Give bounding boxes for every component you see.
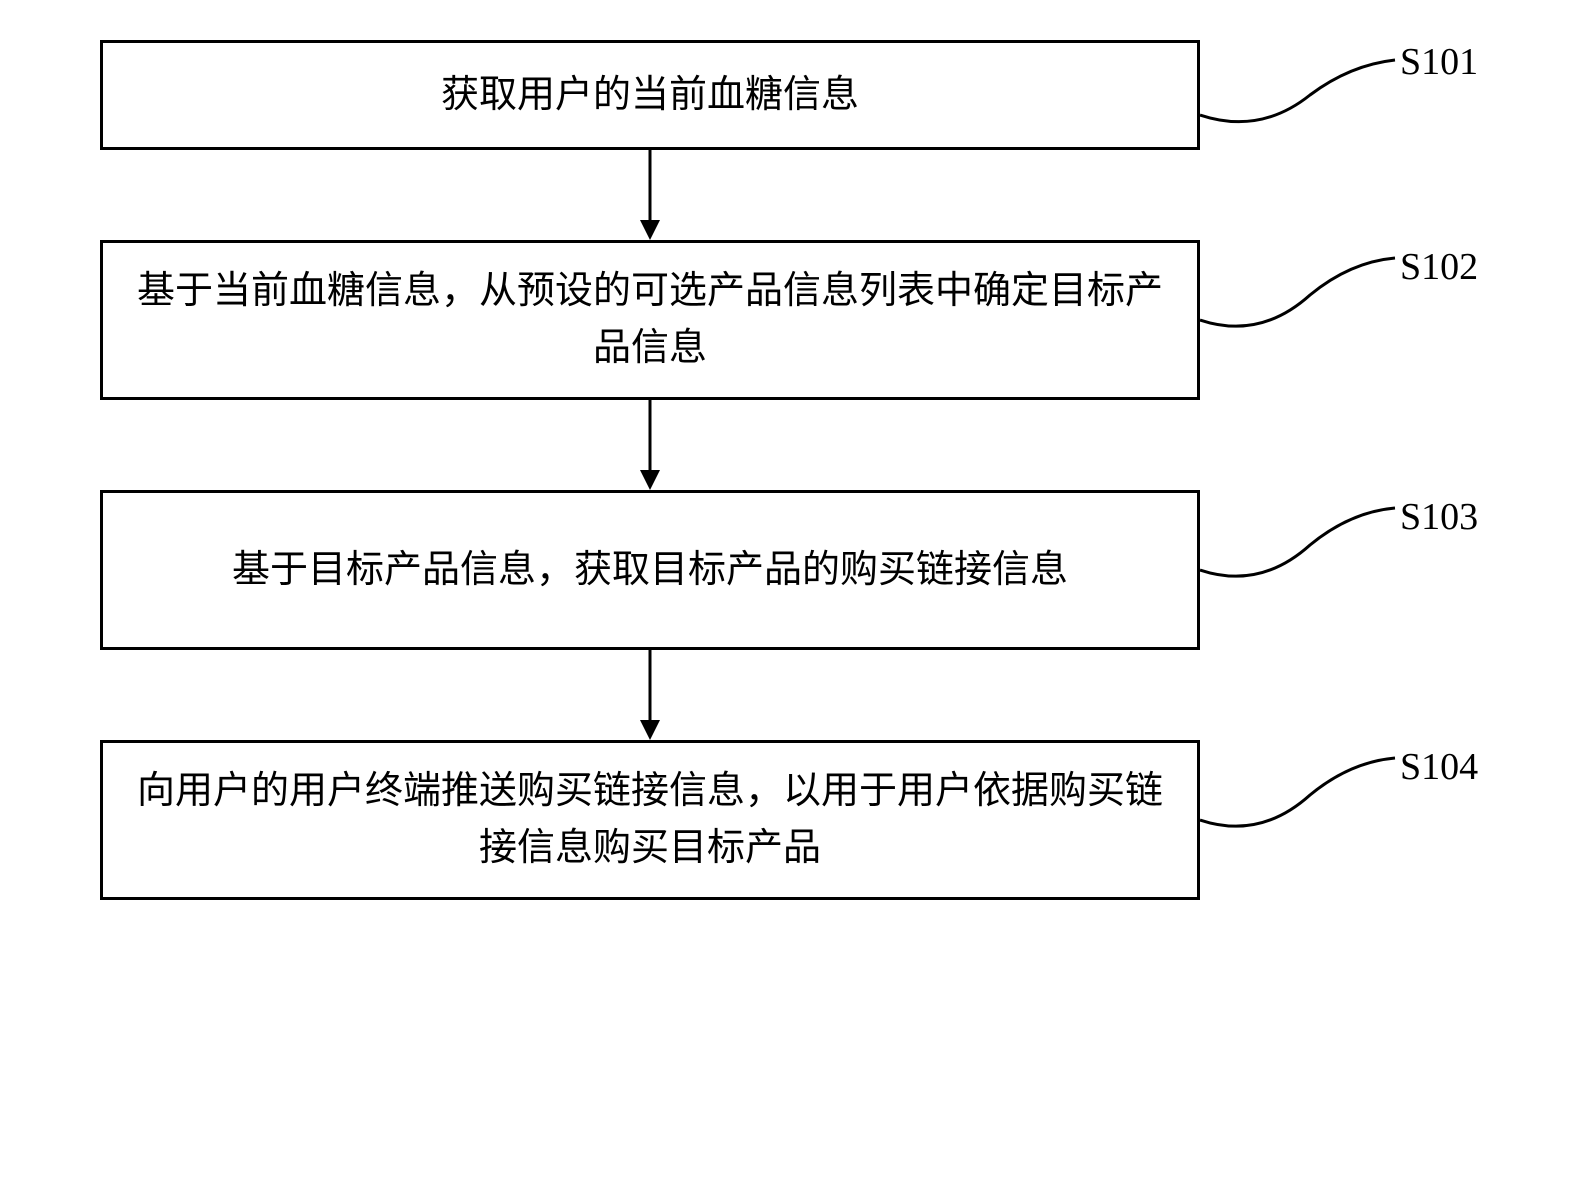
step-text: 获取用户的当前血糖信息 xyxy=(441,67,859,124)
connector-s103 xyxy=(1200,490,1400,630)
step-box-s103: 基于目标产品信息，获取目标产品的购买链接信息 xyxy=(100,490,1200,650)
step-label-s103: S103 xyxy=(1400,495,1478,539)
step-text: 基于目标产品信息，获取目标产品的购买链接信息 xyxy=(232,542,1068,599)
step-box-s102: 基于当前血糖信息，从预设的可选产品信息列表中确定目标产品信息 xyxy=(100,240,1200,400)
arrow-3 xyxy=(100,650,1200,740)
connector-s102 xyxy=(1200,240,1400,380)
connector-s104 xyxy=(1200,740,1400,880)
step-text: 基于当前血糖信息，从预设的可选产品信息列表中确定目标产品信息 xyxy=(133,263,1167,377)
step-label-s102: S102 xyxy=(1400,245,1478,289)
connector-s101 xyxy=(1200,40,1400,160)
arrow-2 xyxy=(100,400,1200,490)
step-box-s101: 获取用户的当前血糖信息 xyxy=(100,40,1200,150)
arrow-1 xyxy=(100,150,1200,240)
step-box-s104: 向用户的用户终端推送购买链接信息，以用于用户依据购买链接信息购买目标产品 xyxy=(100,740,1200,900)
step-text: 向用户的用户终端推送购买链接信息，以用于用户依据购买链接信息购买目标产品 xyxy=(133,763,1167,877)
step-label-s101: S101 xyxy=(1400,40,1478,84)
step-label-s104: S104 xyxy=(1400,745,1478,789)
